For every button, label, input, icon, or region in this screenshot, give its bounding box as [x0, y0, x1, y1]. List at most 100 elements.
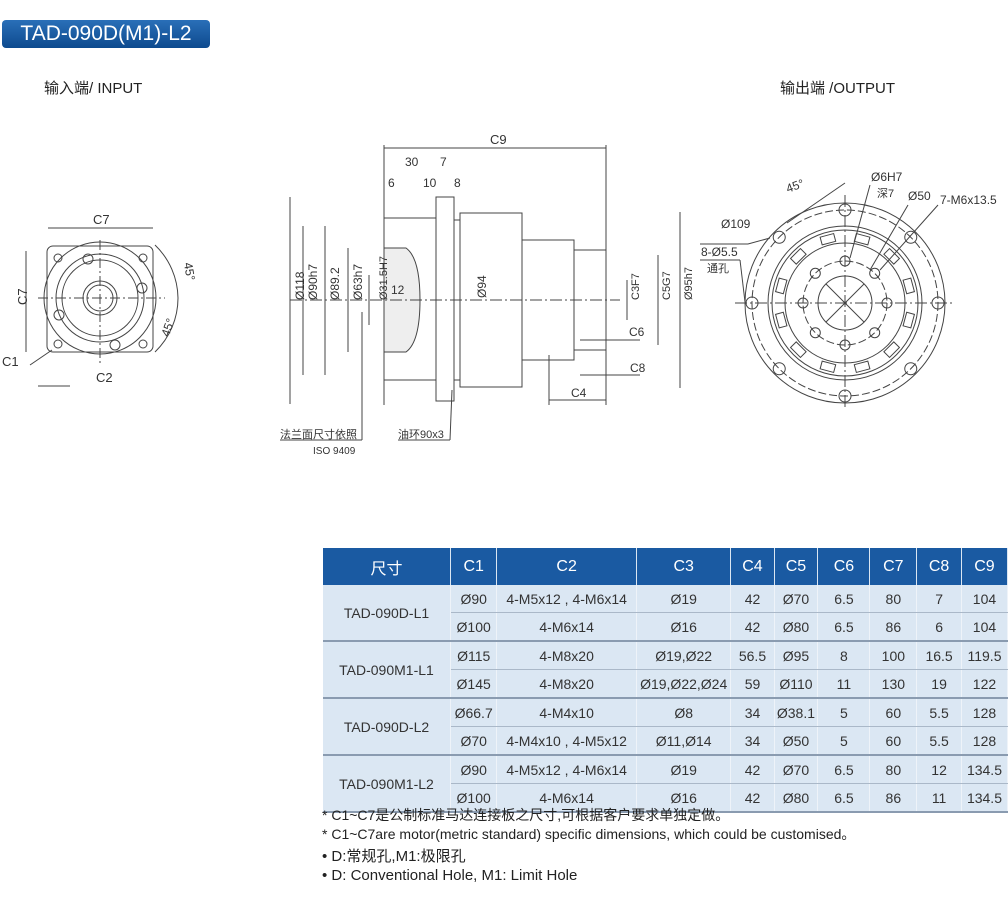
table-cell-c1: Ø66.7 — [450, 698, 498, 727]
note-en-hole: • D: Conventional Hole, M1: Limit Hole — [322, 867, 578, 884]
table-cell-c5: Ø50 — [774, 726, 819, 756]
table-cell-c1: Ø70 — [450, 726, 498, 756]
thread-hole — [869, 327, 881, 339]
model-cell: TAD-090D-L1 — [323, 585, 451, 642]
spec-table: 尺寸 C1 C2 C3 C4 C5 C6 C7 C8 C9 TAD-090D-L1 Ø90 4-M5x… — [323, 548, 1008, 813]
output-d6h7: Ø6H7 — [871, 170, 903, 184]
product-title: TAD-090D(M1)-L2 — [2, 20, 210, 48]
dim-12: 12 — [391, 283, 405, 297]
slot — [774, 277, 788, 295]
thread-hole — [881, 297, 893, 309]
table-cell-c6: 11 — [817, 669, 871, 699]
note-cn-hole: • D:常规孔,M1:极限孔 — [322, 848, 466, 865]
column-header-c5: C5 — [774, 548, 819, 585]
table-cell-c4: 34 — [730, 698, 775, 727]
dim-c4: C4 — [571, 386, 587, 400]
output-depth: 深7 — [877, 187, 894, 200]
table-cell-c4: 42 — [730, 783, 775, 813]
table-row: TAD-090M1-L1 Ø115 4-M8x20 Ø19,Ø22 56.5 Ø95 8 10… — [323, 641, 1008, 699]
technical-drawing: C7 C7 C1 C2 45° 45° C9 30 7 6 10 8 Ø118 … — [2, 132, 997, 457]
table-cell-c8: 7 — [916, 585, 962, 613]
dim-8: 8 — [454, 176, 461, 190]
thread-hole — [809, 327, 821, 339]
column-header-c4: C4 — [730, 548, 775, 585]
column-header-c6: C6 — [817, 548, 871, 585]
table-cell-c4: 42 — [730, 585, 775, 613]
model-cell: TAD-090M1-L2 — [323, 755, 451, 813]
input-angle-1: 45° — [181, 261, 198, 282]
mount-hole — [772, 230, 786, 244]
table-cell-c1: Ø145 — [450, 669, 498, 699]
output-thread: 7-M6x13.5 — [940, 193, 997, 207]
table-cell-c5: Ø70 — [774, 755, 819, 784]
table-cell-c7: 60 — [869, 726, 918, 756]
thread-hole — [839, 255, 851, 267]
dim-d118: Ø118 — [293, 271, 307, 300]
table-cell-c6: 5 — [817, 726, 871, 756]
dim-d31: Ø31.5H7 — [378, 256, 390, 300]
table-cell-c2: 4-M5x12 , 4-M6x14 — [496, 585, 637, 613]
table-cell-c6: 8 — [817, 641, 871, 670]
notes: * C1~C7是公制标准马达连接板之尺寸,可根据客户要求单独定做。 * C1~C… — [322, 806, 855, 885]
table-cell-c2: 4-M8x20 — [496, 641, 637, 670]
model-cell: TAD-090M1-L1 — [323, 641, 451, 699]
input-view-label: 输入端/ INPUT — [44, 80, 143, 97]
side-view — [280, 145, 681, 441]
table-header: 尺寸 C1 C2 C3 C4 C5 C6 C7 C8 C9 — [323, 548, 1008, 585]
table-cell-c1: Ø90 — [450, 585, 498, 613]
table-cell-c8: 5.5 — [916, 726, 962, 756]
table-cell-c3: Ø16 — [636, 612, 732, 642]
dim-c9: C9 — [490, 132, 507, 147]
table-cell-c7: 80 — [869, 755, 918, 784]
table-cell-c1: Ø100 — [450, 612, 498, 642]
mount-hole — [838, 203, 852, 217]
table-cell-c7: 100 — [869, 641, 918, 670]
note-flange: 法兰面尺寸依照 — [280, 427, 357, 441]
table-cell-c4: 59 — [730, 669, 775, 699]
slot — [789, 247, 807, 265]
table-cell-c5: Ø38.1 — [774, 698, 819, 727]
slot — [789, 341, 807, 359]
table-row: TAD-090D-L1 Ø90 4-M5x12 , 4-M6x14 Ø19 42 Ø70 6… — [323, 585, 1008, 642]
column-header-size: 尺寸 — [323, 548, 451, 585]
table-cell-c7: 130 — [869, 669, 918, 699]
note-en-c1c7: * C1~C7are motor(metric standard) specif… — [322, 826, 856, 842]
column-header-c2: C2 — [496, 548, 637, 585]
table-cell-c9: 122 — [961, 669, 1008, 699]
input-view — [25, 227, 179, 387]
column-header-c3: C3 — [636, 548, 732, 585]
table-cell-c9: 134.5 — [961, 755, 1008, 784]
model-cell: TAD-090D-L2 — [323, 698, 451, 756]
table-row: TAD-090D-L2 Ø66.7 4-M4x10 Ø8 34 Ø38.1 5 60 5.5 12… — [323, 698, 1008, 756]
column-header-c8: C8 — [916, 548, 962, 585]
table-cell-c7: 86 — [869, 612, 918, 642]
mount-hole — [904, 230, 918, 244]
table-cell-c4: 42 — [730, 612, 775, 642]
column-header-c1: C1 — [450, 548, 498, 585]
table-cell-c1: Ø115 — [450, 641, 498, 670]
table-row: TAD-090M1-L2 Ø90 4-M5x12 , 4-M6x14 Ø19 42 Ø70… — [323, 755, 1008, 813]
thread-hole — [839, 339, 851, 351]
table-cell-c7: 86 — [869, 783, 918, 813]
input-c2-label: C2 — [96, 370, 113, 385]
table-cell-c3: Ø19,Ø22,Ø24 — [636, 669, 732, 699]
table-cell-c4: 42 — [730, 755, 775, 784]
table-cell-c3: Ø19,Ø22 — [636, 641, 732, 670]
table-body: TAD-090D-L1 Ø90 4-M5x12 , 4-M6x14 Ø19 42 Ø70 6… — [323, 585, 1008, 813]
table-cell-c6: 5 — [817, 698, 871, 727]
output-through: 通孔 — [707, 262, 729, 275]
thread-hole — [869, 267, 881, 279]
mount-hole — [838, 389, 852, 403]
mount-hole — [931, 296, 945, 310]
table-row: Ø100 4-M6x14 Ø16 42 Ø80 6.5 86 11 134.5 — [323, 783, 1008, 813]
input-c1-label: C1 — [2, 354, 19, 369]
table-cell-c2: 4-M4x10 , 4-M5x12 — [496, 726, 637, 756]
table-cell-c5: Ø70 — [774, 585, 819, 613]
table-cell-c6: 6.5 — [817, 585, 871, 613]
column-header-c9: C9 — [961, 548, 1008, 585]
thread-hole — [809, 267, 821, 279]
slot — [774, 311, 788, 329]
table-cell-c8: 16.5 — [916, 641, 962, 670]
table-cell-c9: 104 — [961, 585, 1008, 613]
table-cell-c7: 60 — [869, 698, 918, 727]
